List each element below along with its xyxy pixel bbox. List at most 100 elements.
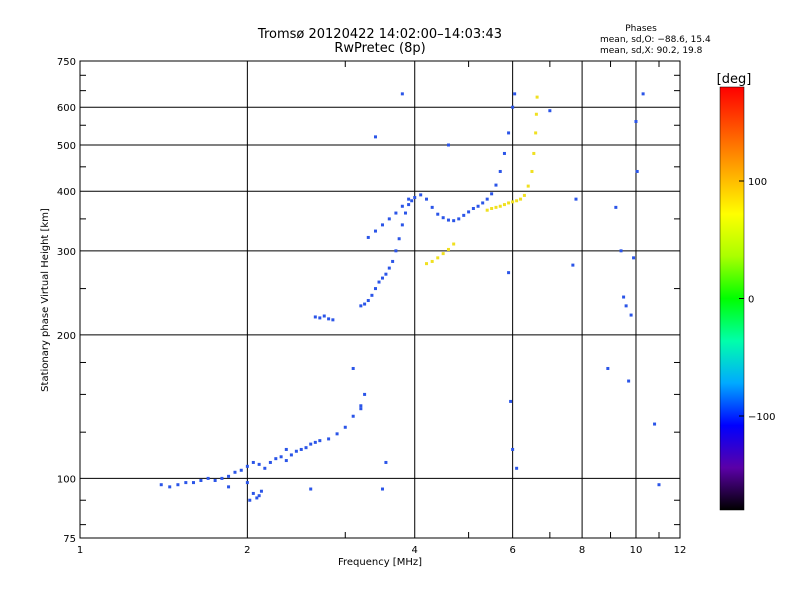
data-point bbox=[494, 183, 498, 187]
data-point bbox=[419, 193, 423, 197]
x-tick-label: 1 bbox=[77, 545, 83, 556]
data-point bbox=[425, 262, 429, 266]
data-point bbox=[394, 211, 398, 215]
data-point bbox=[359, 407, 363, 411]
data-point bbox=[509, 399, 513, 403]
data-point bbox=[502, 151, 506, 155]
data-point bbox=[535, 95, 539, 99]
data-point bbox=[363, 302, 367, 306]
data-point bbox=[335, 432, 339, 436]
data-point bbox=[507, 131, 511, 135]
data-point bbox=[304, 446, 308, 450]
data-point bbox=[526, 184, 530, 188]
data-point bbox=[634, 120, 638, 124]
data-point bbox=[233, 470, 237, 474]
y-tick-label: 75 bbox=[63, 534, 76, 545]
data-point bbox=[327, 437, 331, 441]
y-axis-ticks: 75 100 200 300 400 500 600 750 bbox=[57, 57, 680, 545]
data-point bbox=[413, 196, 417, 200]
y-tick-label: 200 bbox=[57, 331, 76, 342]
data-point bbox=[394, 249, 398, 253]
data-point bbox=[446, 218, 450, 222]
data-point bbox=[373, 287, 377, 291]
data-point bbox=[251, 491, 255, 495]
data-point bbox=[571, 263, 575, 267]
x-tick-label: 10 bbox=[630, 545, 643, 556]
data-point bbox=[534, 112, 538, 116]
data-point bbox=[380, 276, 384, 280]
data-point bbox=[299, 447, 303, 451]
data-point bbox=[245, 464, 249, 468]
y-tick-label: 300 bbox=[57, 247, 76, 258]
y-tick-label: 400 bbox=[57, 187, 76, 198]
data-point bbox=[351, 366, 355, 370]
data-point bbox=[159, 483, 163, 487]
data-point bbox=[522, 193, 526, 197]
data-point bbox=[176, 483, 180, 487]
data-point bbox=[457, 217, 461, 221]
data-point bbox=[657, 483, 661, 487]
data-point bbox=[635, 169, 639, 173]
x-tick-label: 4 bbox=[412, 545, 418, 556]
data-point bbox=[387, 217, 391, 221]
data-point bbox=[441, 252, 445, 256]
data-point bbox=[227, 474, 231, 478]
x-tick-label: 2 bbox=[244, 545, 250, 556]
data-point bbox=[263, 466, 267, 470]
data-point bbox=[387, 266, 391, 270]
data-point bbox=[400, 92, 404, 96]
data-point bbox=[384, 272, 388, 276]
data-point bbox=[511, 105, 515, 109]
data-point bbox=[391, 259, 395, 263]
data-point bbox=[425, 197, 429, 201]
data-point bbox=[318, 439, 322, 443]
y-tick-label: 100 bbox=[57, 474, 76, 485]
data-point bbox=[245, 481, 249, 485]
data-point bbox=[629, 313, 633, 317]
x-axis-ticks: 1 2 4 6 8 10 12 bbox=[77, 61, 686, 556]
data-point bbox=[624, 304, 628, 308]
data-point bbox=[199, 478, 203, 482]
data-point bbox=[363, 392, 367, 396]
data-point bbox=[284, 447, 288, 451]
x-tick-label: 8 bbox=[579, 545, 585, 556]
chart-subtitle: RwPretec (8p) bbox=[334, 41, 425, 56]
data-point bbox=[400, 204, 404, 208]
colorbar-ticks: 100 0 −100 bbox=[739, 177, 775, 423]
data-point bbox=[462, 213, 466, 217]
data-point bbox=[384, 460, 388, 464]
data-point bbox=[373, 135, 377, 139]
data-point bbox=[507, 201, 511, 205]
data-point bbox=[343, 425, 347, 429]
data-point bbox=[430, 259, 434, 263]
data-point bbox=[476, 204, 480, 208]
x-axis-label: Frequency [MHz] bbox=[338, 557, 422, 568]
data-point bbox=[606, 366, 610, 370]
data-point bbox=[494, 205, 498, 209]
data-point bbox=[632, 256, 636, 260]
data-point bbox=[507, 271, 511, 275]
data-point bbox=[184, 481, 188, 485]
colorbar-tick-label: 0 bbox=[748, 295, 754, 306]
data-point bbox=[619, 249, 623, 253]
data-point bbox=[490, 206, 494, 210]
data-point bbox=[351, 414, 355, 418]
data-point bbox=[404, 211, 408, 215]
data-point bbox=[534, 131, 538, 135]
data-point bbox=[255, 496, 259, 500]
data-point bbox=[268, 460, 272, 464]
data-point bbox=[410, 199, 414, 203]
data-point bbox=[498, 169, 502, 173]
data-point bbox=[318, 316, 322, 320]
data-point bbox=[515, 199, 519, 203]
colorbar-tick-label: 100 bbox=[748, 177, 767, 188]
data-point bbox=[227, 485, 231, 489]
stats-o-mode: mean, sd,O: −88.6, 15.4 bbox=[600, 35, 711, 45]
data-point bbox=[481, 201, 485, 205]
y-tick-label: 500 bbox=[57, 141, 76, 152]
data-point bbox=[251, 460, 255, 464]
y-axis-label: Stationary phase Virtual Height [km] bbox=[40, 208, 51, 392]
data-point bbox=[239, 468, 243, 472]
data-point bbox=[436, 256, 440, 260]
